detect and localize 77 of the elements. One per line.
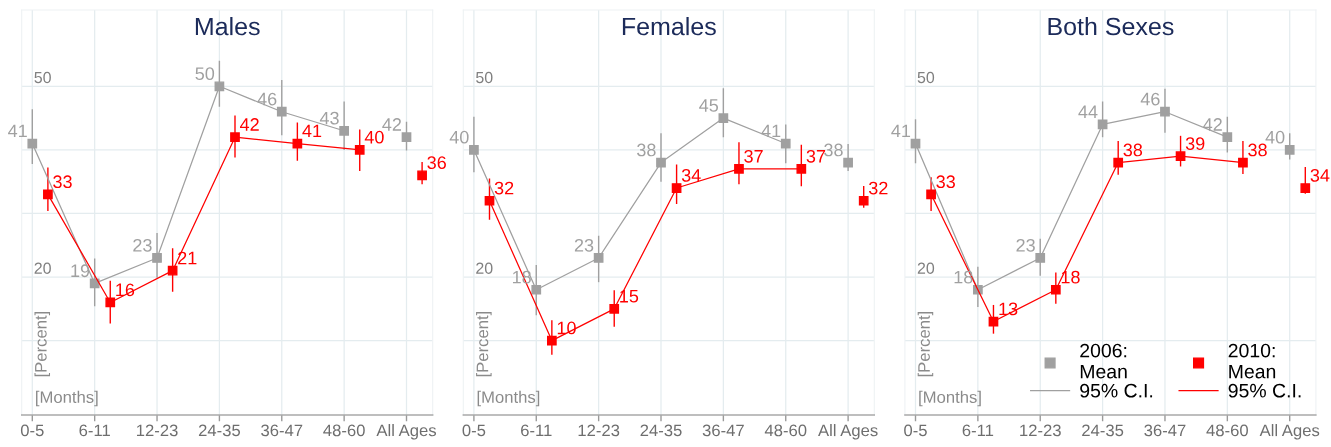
x-tick-label: 24-35 xyxy=(640,424,682,437)
y-axis-title: [Percent] xyxy=(917,311,934,377)
data-label: 23 xyxy=(133,238,152,252)
data-label: 32 xyxy=(868,181,888,195)
y-axis-title: [Percent] xyxy=(476,311,492,377)
chart-title: Males xyxy=(195,16,260,36)
data-label: 23 xyxy=(1016,238,1035,252)
data-label: 32 xyxy=(494,181,514,195)
x-tick-label: 36-47 xyxy=(261,424,303,437)
data-label: 23 xyxy=(574,238,594,252)
data-label: 38 xyxy=(1123,143,1143,157)
data-label: 36 xyxy=(427,156,446,170)
data-label: 40 xyxy=(1265,130,1285,144)
x-tick-label: All Ages xyxy=(376,424,437,440)
x-tick-label: 0-5 xyxy=(904,424,927,437)
data-label: 40 xyxy=(449,130,469,144)
data-label: 40 xyxy=(364,130,384,144)
data-label: 34 xyxy=(681,168,701,182)
data-label: 50 xyxy=(195,67,215,81)
x-tick-label: 36-47 xyxy=(1144,424,1186,437)
x-axis-title: [Months] xyxy=(36,390,98,407)
x-tick-label: 6-11 xyxy=(521,424,552,437)
data-label: 41 xyxy=(302,124,322,138)
x-tick-label: 12-23 xyxy=(578,424,620,437)
chart-title: Females xyxy=(622,16,716,36)
data-label: 42 xyxy=(382,118,402,131)
y-tick-label: 20 xyxy=(917,262,935,274)
x-tick-label: 6-11 xyxy=(79,424,110,437)
x-tick-label: All Ages xyxy=(1259,424,1320,440)
y-tick-label: 20 xyxy=(34,262,51,274)
x-tick-label: All Ages xyxy=(818,424,878,440)
x-tick-label: 24-35 xyxy=(1082,424,1124,437)
data-label: 46 xyxy=(257,92,277,106)
data-label: 45 xyxy=(699,99,719,112)
y-tick-label: 20 xyxy=(476,262,493,274)
data-label: 38 xyxy=(1248,143,1267,157)
annotation: 95% C.I. xyxy=(1080,383,1153,398)
data-label: 33 xyxy=(936,175,955,189)
chart-title: Both Sexes xyxy=(1048,16,1174,36)
x-tick-label: 6-11 xyxy=(962,424,994,437)
data-label: 37 xyxy=(806,149,826,163)
data-label: 37 xyxy=(744,149,763,163)
annotation: 95% C.I. xyxy=(1228,383,1301,398)
data-label: 41 xyxy=(8,124,27,138)
data-label: 34 xyxy=(1310,168,1330,182)
x-tick-label: 0-5 xyxy=(462,424,486,437)
data-label: 33 xyxy=(53,175,72,189)
x-tick-label: 12-23 xyxy=(137,424,178,437)
data-label: 10 xyxy=(557,321,576,335)
y-axis-title: [Percent] xyxy=(34,311,51,377)
x-tick-label: 48-60 xyxy=(1206,424,1248,437)
data-label: 19 xyxy=(71,264,90,278)
x-axis-title: [Months] xyxy=(919,390,981,407)
data-label: 43 xyxy=(319,111,339,125)
data-label: 42 xyxy=(1203,118,1222,131)
data-label: 16 xyxy=(116,283,135,297)
data-label: 44 xyxy=(1078,105,1098,118)
data-label: 18 xyxy=(1061,270,1080,284)
x-axis-title: [Months] xyxy=(477,390,540,407)
data-label: 38 xyxy=(824,143,843,157)
x-tick-label: 48-60 xyxy=(764,424,807,437)
data-label: 21 xyxy=(178,251,197,265)
data-label: 41 xyxy=(761,124,781,138)
data-label: 13 xyxy=(999,302,1018,316)
data-label: 46 xyxy=(1140,92,1160,106)
x-tick-label: 0-5 xyxy=(20,424,44,437)
data-label: 42 xyxy=(239,118,259,131)
x-tick-label: 12-23 xyxy=(1020,424,1061,437)
x-tick-label: 24-35 xyxy=(198,424,241,437)
data-label: 15 xyxy=(620,289,639,303)
data-label: 41 xyxy=(891,124,911,138)
data-label: 39 xyxy=(1185,137,1205,150)
legend-label: 2006: Mean xyxy=(1080,343,1127,379)
data-label: 38 xyxy=(637,143,656,157)
x-tick-label: 48-60 xyxy=(323,424,365,437)
legend-label: 2010: Mean xyxy=(1228,343,1276,379)
x-tick-label: 36-47 xyxy=(702,424,744,437)
